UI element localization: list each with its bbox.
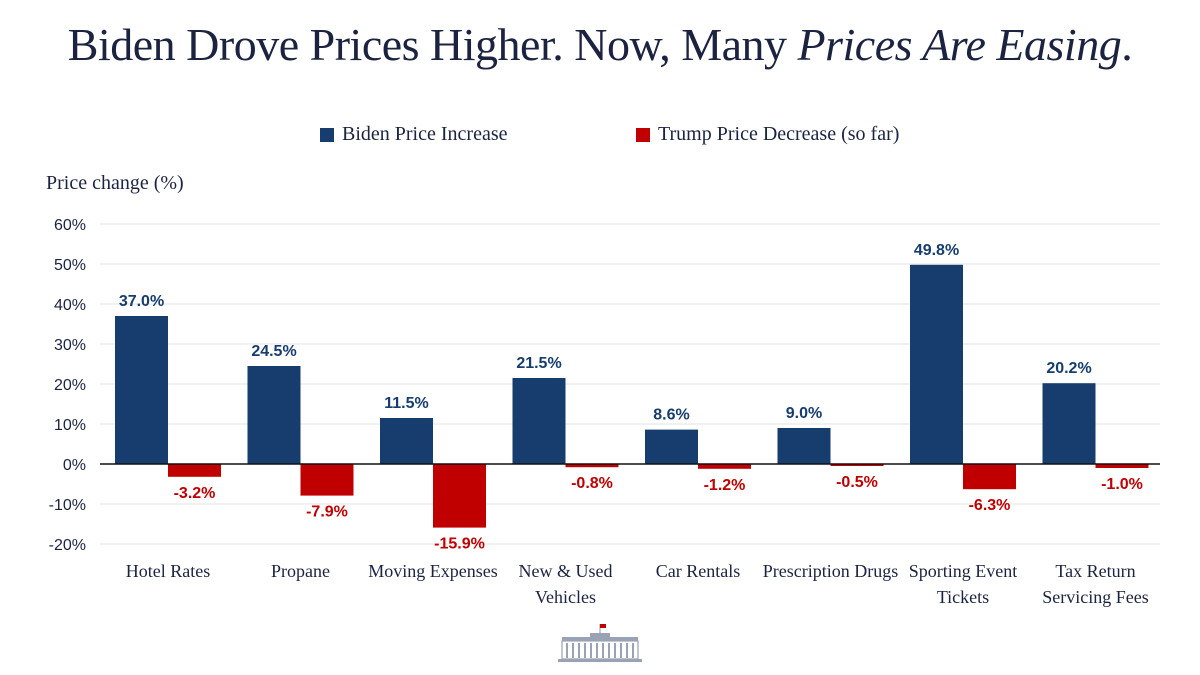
data-label-trump: -3.2% [174,485,216,502]
data-label-biden: 21.5% [516,355,561,372]
data-label-trump: -15.9% [434,536,485,553]
data-label-biden: 8.6% [653,407,689,424]
legend-swatch-biden [320,127,334,142]
legend-swatch-trump [636,127,650,142]
bar-biden [115,316,168,464]
bar-biden [777,428,831,464]
x-tick-label: New & Used [519,561,613,581]
data-label-biden: 49.8% [914,242,959,259]
y-tick-label: 20% [54,377,86,394]
data-label-trump: -6.3% [969,497,1011,514]
bar-trump [168,464,221,477]
x-tick-label: Vehicles [535,587,596,607]
chart-title-main: Biden Drove Prices Higher. Now, Many [67,19,798,70]
chart-title-end: . [1121,19,1133,70]
bar-trump [698,464,751,469]
data-label-biden: 20.2% [1046,360,1091,377]
chart-legend: Biden Price Increase Trump Price Decreas… [0,123,1200,149]
legend-label-biden: Biden Price Increase [342,123,508,145]
y-tick-label: 50% [54,257,86,274]
bar-trump [1095,464,1149,468]
chart-title-emphasis: Prices Are Easing [797,19,1122,70]
y-tick-label: -10% [49,497,86,514]
data-label-trump: -0.8% [571,475,613,492]
x-tick-label: Servicing Fees [1042,587,1148,607]
legend-item-trump: Trump Price Decrease (so far) [636,123,899,146]
y-tick-label: 40% [54,297,86,314]
x-tick-label: Tax Return [1055,561,1135,581]
bar-biden [910,264,963,464]
bar-biden [380,418,433,464]
bar-trump [300,464,354,496]
x-tick-label: Prescription Drugs [763,561,898,581]
data-label-biden: 37.0% [119,293,164,310]
data-label-trump: -1.0% [1101,476,1143,493]
y-tick-label: 0% [63,457,86,474]
bar-biden [1042,383,1096,464]
chart-title: Biden Drove Prices Higher. Now, Many Pri… [0,18,1200,71]
x-tick-label: Hotel Rates [126,561,210,581]
x-tick-label: Moving Expenses [368,561,498,581]
bar-trump [565,464,619,468]
bar-biden [247,366,301,464]
x-tick-label: Car Rentals [656,561,740,581]
bar-trump [830,464,884,466]
bar-biden [512,378,566,464]
data-label-biden: 9.0% [786,405,822,422]
legend-item-biden: Biden Price Increase [320,123,507,146]
legend-label-trump: Trump Price Decrease (so far) [658,123,900,145]
x-tick-label: Sporting Event [909,561,1018,581]
bar-trump [433,464,486,528]
data-label-trump: -0.5% [836,474,878,491]
data-label-biden: 11.5% [384,395,428,412]
bar-biden [645,429,698,464]
y-tick-label: 10% [54,417,86,434]
data-label-trump: -1.2% [704,477,746,494]
white-house-icon [558,624,642,662]
y-axis-title: Price change (%) [46,172,184,194]
bar-trump [963,464,1016,490]
x-tick-label: Tickets [937,587,989,607]
y-tick-label: -20% [49,537,86,554]
y-tick-label: 60% [54,217,86,234]
x-tick-label: Propane [271,561,330,581]
data-label-trump: -7.9% [306,504,348,521]
y-tick-label: 30% [54,337,86,354]
data-label-biden: 24.5% [251,343,296,360]
